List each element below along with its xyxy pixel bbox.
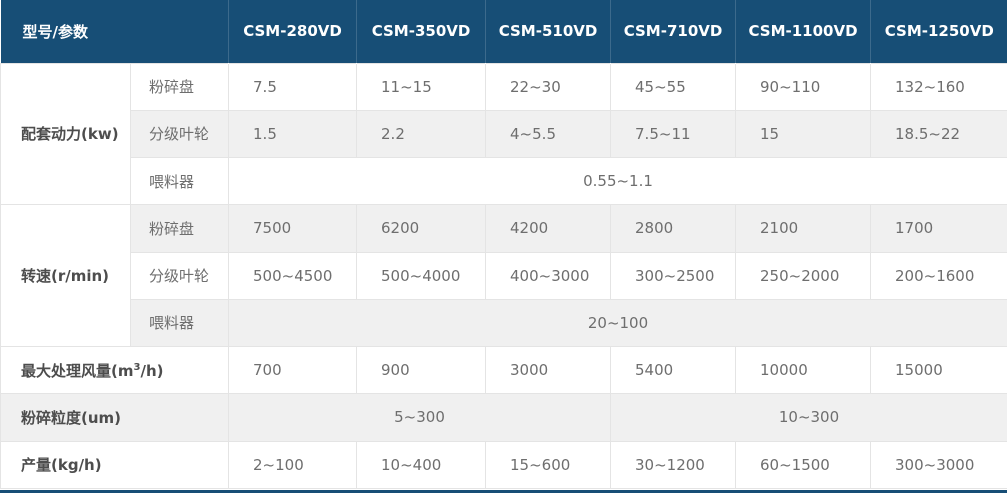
value-cell: 15 xyxy=(735,109,872,159)
value-cell: 4200 xyxy=(485,204,612,253)
header-row: 型号/参数 CSM-280VD CSM-350VD CSM-510VD CSM-… xyxy=(0,0,1007,63)
merged-value-cell: 0.55~1.1 xyxy=(228,157,1007,206)
model-column-header: CSM-1250VD xyxy=(870,0,1007,63)
value-cell: 60~1500 xyxy=(735,440,872,490)
value-cell: 250~2000 xyxy=(735,251,872,300)
value-cell: 11~15 xyxy=(356,62,487,111)
air-volume-label-superscript: 3 xyxy=(133,361,141,373)
value-cell: 300~2500 xyxy=(610,251,737,300)
group-label-power: 配套动力(kw) xyxy=(0,62,131,206)
sub-label: 粉碎盘 xyxy=(129,62,230,111)
air-volume-label-suffix: /h) xyxy=(140,361,164,380)
table-body: 配套动力(kw) 粉碎盘 7.5 11~15 22~30 45~55 90~11… xyxy=(0,62,1007,490)
value-cell: 500~4500 xyxy=(228,251,358,300)
sub-label: 喂料器 xyxy=(129,157,230,206)
merged-value-cell: 5~300 xyxy=(228,393,612,442)
value-cell: 4~5.5 xyxy=(485,109,612,159)
value-cell: 500~4000 xyxy=(356,251,487,300)
row-label-capacity: 产量(kg/h) xyxy=(0,440,230,490)
value-cell: 10000 xyxy=(735,346,872,395)
value-cell: 300~3000 xyxy=(870,440,1007,490)
table-row-speed-wheel: 分级叶轮 500~4500 500~4000 400~3000 300~2500… xyxy=(1,251,1007,300)
table-row-power-disc: 配套动力(kw) 粉碎盘 7.5 11~15 22~30 45~55 90~11… xyxy=(0,62,1007,206)
sub-label: 分级叶轮 xyxy=(129,109,230,159)
table-row-particle-size: 粉碎粒度(um) 5~300 10~300 xyxy=(0,393,1007,442)
table-row-speed-disc: 转速(r/min) 粉碎盘 7500 6200 4200 2800 2100 1… xyxy=(0,204,1007,348)
value-cell: 22~30 xyxy=(485,62,612,111)
value-cell: 700 xyxy=(228,346,358,395)
value-cell: 90~110 xyxy=(735,62,872,111)
model-column-header: CSM-710VD xyxy=(610,0,737,63)
value-cell: 1.5 xyxy=(228,109,358,159)
value-cell: 1700 xyxy=(870,204,1007,253)
value-cell: 7500 xyxy=(228,204,358,253)
model-column-header: CSM-1100VD xyxy=(735,0,872,63)
value-cell: 900 xyxy=(356,346,487,395)
value-cell: 3000 xyxy=(485,346,612,395)
merged-value-cell: 20~100 xyxy=(228,298,1007,348)
value-cell: 15000 xyxy=(870,346,1007,395)
row-label-particle-size: 粉碎粒度(um) xyxy=(0,393,230,442)
value-cell: 2100 xyxy=(735,204,872,253)
value-cell: 45~55 xyxy=(610,62,737,111)
table-row-air-volume: 最大处理风量(m3/h) 700 900 3000 5400 10000 150… xyxy=(0,346,1007,395)
model-column-header: CSM-510VD xyxy=(485,0,612,63)
table-row-power-wheel: 分级叶轮 1.5 2.2 4~5.5 7.5~11 15 18.5~22 xyxy=(1,109,1007,159)
value-cell: 200~1600 xyxy=(870,251,1007,300)
value-cell: 400~3000 xyxy=(485,251,612,300)
sub-label: 粉碎盘 xyxy=(129,204,230,253)
value-cell: 10~400 xyxy=(356,440,487,490)
value-cell: 2.2 xyxy=(356,109,487,159)
table-row-speed-feeder: 喂料器 20~100 xyxy=(1,298,1007,348)
table-row-capacity: 产量(kg/h) 2~100 10~400 15~600 30~1200 60~… xyxy=(0,440,1007,490)
sub-label: 分级叶轮 xyxy=(129,251,230,300)
value-cell: 7.5 xyxy=(228,62,358,111)
model-column-header: CSM-280VD xyxy=(228,0,358,63)
model-column-header: CSM-350VD xyxy=(356,0,487,63)
table-header: 型号/参数 CSM-280VD CSM-350VD CSM-510VD CSM-… xyxy=(0,0,1007,63)
value-cell: 30~1200 xyxy=(610,440,737,490)
value-cell: 132~160 xyxy=(870,62,1007,111)
table-row-power-feeder: 喂料器 0.55~1.1 xyxy=(1,157,1007,206)
row-label-air-volume: 最大处理风量(m3/h) xyxy=(0,346,230,395)
sub-label: 喂料器 xyxy=(129,298,230,348)
group-label-speed: 转速(r/min) xyxy=(0,204,131,348)
air-volume-label-prefix: 最大处理风量(m xyxy=(21,361,134,380)
value-cell: 2~100 xyxy=(228,440,358,490)
value-cell: 2800 xyxy=(610,204,737,253)
merged-value-cell: 10~300 xyxy=(610,393,1007,442)
value-cell: 15~600 xyxy=(485,440,612,490)
value-cell: 7.5~11 xyxy=(610,109,737,159)
value-cell: 6200 xyxy=(356,204,487,253)
value-cell: 18.5~22 xyxy=(870,109,1007,159)
value-cell: 5400 xyxy=(610,346,737,395)
param-column-header: 型号/参数 xyxy=(0,0,230,63)
